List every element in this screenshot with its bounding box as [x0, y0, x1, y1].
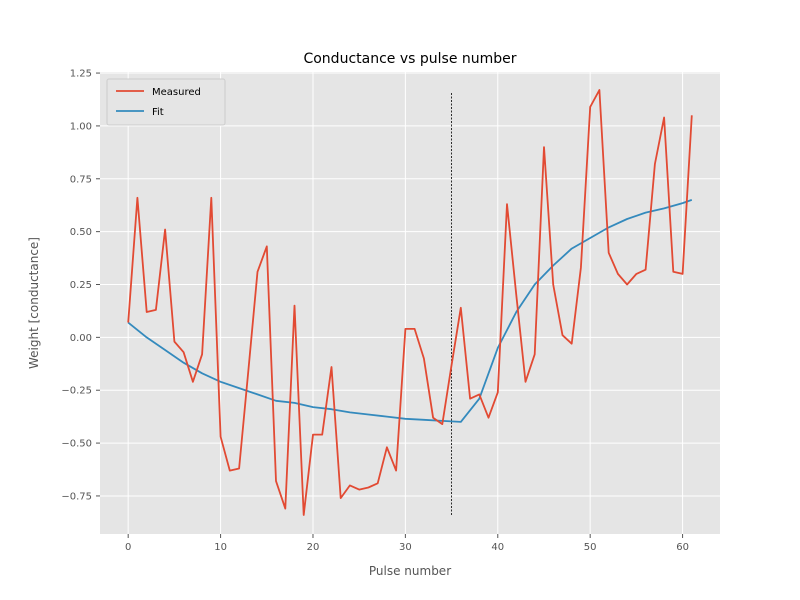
x-axis-label: Pulse number: [369, 564, 451, 578]
x-tick-label: 0: [125, 542, 131, 553]
y-tick-label: −0.25: [61, 386, 92, 397]
legend-box: [106, 78, 226, 126]
legend-label-measured: Measured: [152, 87, 201, 98]
legend: Measured Fit: [106, 78, 226, 126]
x-tick-label: 60: [676, 542, 689, 553]
legend-label-fit: Fit: [152, 107, 164, 118]
x-tick-label: 10: [214, 542, 227, 553]
y-tick-label: 0.75: [70, 174, 92, 185]
series-line-fit: [127, 199, 693, 423]
y-axis-label: Weight [conductance]: [27, 237, 41, 369]
x-tick-label: 50: [584, 542, 597, 553]
chart-title: Conductance vs pulse number: [303, 51, 516, 67]
plot-area: [100, 72, 720, 534]
y-tick-label: 1.00: [70, 121, 92, 132]
y-ticks: −0.75 −0.50 −0.25 0.00 0.25 0.50 0.75 1.00 1.25: [61, 69, 100, 502]
x-tick-label: 20: [307, 542, 320, 553]
y-tick-label: 0.50: [70, 227, 92, 238]
series-line-measured: [127, 89, 693, 516]
y-tick-label: −0.50: [61, 439, 92, 450]
x-tick-label: 30: [399, 542, 412, 553]
x-tick-label: 40: [491, 542, 504, 553]
y-tick-label: 1.25: [70, 69, 92, 80]
y-tick-label: −0.75: [61, 491, 92, 502]
grid-lines: [100, 72, 720, 534]
y-tick-label: 0.00: [70, 333, 92, 344]
y-tick-label: 0.25: [70, 280, 92, 291]
x-ticks: 0 10 20 30 40 50 60: [125, 534, 689, 553]
series-lines: [127, 89, 693, 516]
